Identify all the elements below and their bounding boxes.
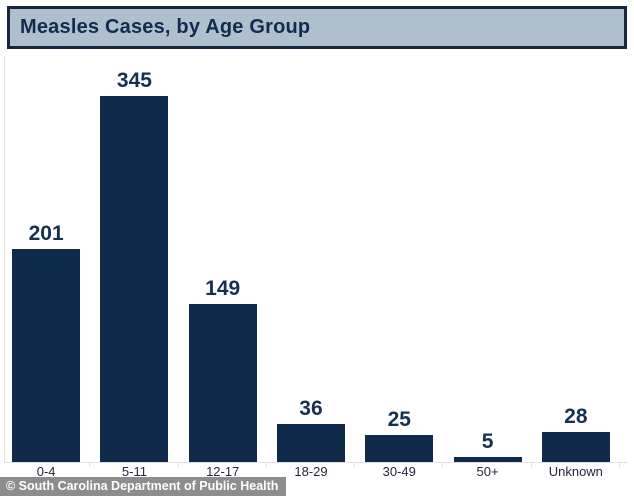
bar-column: 345 xyxy=(90,69,178,462)
attribution-watermark: © South Carolina Department of Public He… xyxy=(0,477,287,496)
x-axis-labels: 0-4 5-11 12-17 18-29 30-49 50+ Unknown xyxy=(2,464,620,479)
bar xyxy=(365,435,434,462)
bar-value-label: 149 xyxy=(205,276,241,300)
bar-value-label: 25 xyxy=(387,407,411,431)
bar xyxy=(188,304,257,462)
chart-title: Measles Cases, by Age Group xyxy=(20,16,311,38)
bar-value-label: 5 xyxy=(481,429,494,453)
bar-column: 28 xyxy=(532,405,620,462)
x-axis-tick xyxy=(443,462,532,467)
x-axis-tick xyxy=(90,462,179,467)
bar-value-label: 201 xyxy=(28,221,64,245)
x-axis-ticks xyxy=(2,462,620,467)
chart-title-bar: Measles Cases, by Age Group xyxy=(7,6,627,49)
attribution-text: © South Carolina Department of Public He… xyxy=(6,479,279,493)
x-axis-tick xyxy=(355,462,444,467)
bar-value-label: 36 xyxy=(299,396,323,420)
x-axis-label: 5-11 xyxy=(121,464,147,479)
x-axis-tick xyxy=(2,462,91,467)
x-axis-label: 18-29 xyxy=(294,464,328,479)
bars-row: 201 345 149 36 25 5 28 xyxy=(2,56,620,462)
x-axis-line xyxy=(4,462,628,463)
bar xyxy=(12,249,81,462)
x-axis-tick xyxy=(532,462,620,467)
x-axis-label: 0-4 xyxy=(36,464,56,479)
x-axis-tick xyxy=(267,462,356,467)
bar-column: 201 xyxy=(2,222,90,462)
bar xyxy=(453,457,522,462)
bar xyxy=(276,424,345,462)
x-axis-tick xyxy=(179,462,267,467)
y-axis-line xyxy=(4,56,5,462)
bar-value-label: 345 xyxy=(116,68,152,92)
x-axis-label: Unknown xyxy=(548,464,603,479)
bar xyxy=(541,432,610,462)
x-axis-label: 30-49 xyxy=(382,464,416,479)
bar xyxy=(100,96,169,462)
x-axis-label: 12-17 xyxy=(206,464,240,479)
bar-column: 5 xyxy=(443,430,531,462)
bar-column: 25 xyxy=(355,408,443,462)
x-axis-label: 50+ xyxy=(476,464,499,479)
bar-column: 149 xyxy=(179,277,267,462)
bar-column: 36 xyxy=(267,397,355,462)
bar-value-label: 28 xyxy=(564,404,588,428)
plot-area: 201 345 149 36 25 5 28 xyxy=(0,56,634,467)
